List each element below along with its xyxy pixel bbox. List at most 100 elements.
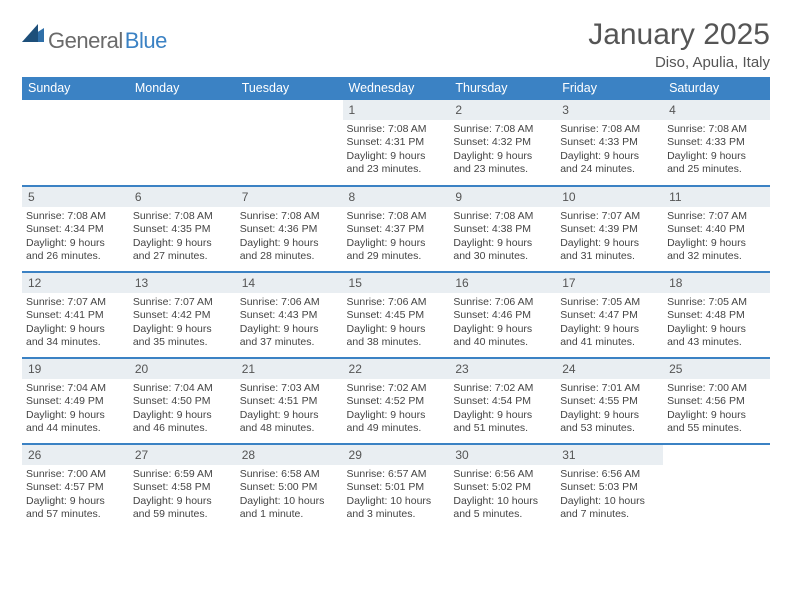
- day-number: 13: [129, 273, 236, 293]
- month-title: January 2025: [588, 18, 770, 52]
- col-sun: Sunday: [22, 77, 129, 100]
- day-number: 17: [556, 273, 663, 293]
- day-number: 3: [556, 100, 663, 120]
- col-sat: Saturday: [663, 77, 770, 100]
- day-number: 1: [343, 100, 450, 120]
- day-cell: 14Sunrise: 7:06 AMSunset: 4:43 PMDayligh…: [236, 272, 343, 358]
- day-number: 31: [556, 445, 663, 465]
- day-number: [663, 445, 770, 465]
- logo: General Blue: [22, 18, 167, 63]
- day-cell: 5Sunrise: 7:08 AMSunset: 4:34 PMDaylight…: [22, 186, 129, 272]
- day-cell: 25Sunrise: 7:00 AMSunset: 4:56 PMDayligh…: [663, 358, 770, 444]
- day-cell: [129, 100, 236, 186]
- day-number: 29: [343, 445, 450, 465]
- day-text: Sunrise: 7:07 AMSunset: 4:39 PMDaylight:…: [556, 207, 663, 266]
- day-cell: 22Sunrise: 7:02 AMSunset: 4:52 PMDayligh…: [343, 358, 450, 444]
- day-text: Sunrise: 7:06 AMSunset: 4:43 PMDaylight:…: [236, 293, 343, 352]
- title-block: January 2025 Diso, Apulia, Italy: [588, 18, 770, 71]
- day-text: Sunrise: 7:04 AMSunset: 4:50 PMDaylight:…: [129, 379, 236, 438]
- day-number: 5: [22, 187, 129, 207]
- week-row: 26Sunrise: 7:00 AMSunset: 4:57 PMDayligh…: [22, 444, 770, 530]
- day-cell: 12Sunrise: 7:07 AMSunset: 4:41 PMDayligh…: [22, 272, 129, 358]
- day-number: [129, 100, 236, 120]
- day-text: Sunrise: 6:59 AMSunset: 4:58 PMDaylight:…: [129, 465, 236, 524]
- day-cell: 30Sunrise: 6:56 AMSunset: 5:02 PMDayligh…: [449, 444, 556, 530]
- day-cell: 17Sunrise: 7:05 AMSunset: 4:47 PMDayligh…: [556, 272, 663, 358]
- day-cell: 2Sunrise: 7:08 AMSunset: 4:32 PMDaylight…: [449, 100, 556, 186]
- day-cell: 24Sunrise: 7:01 AMSunset: 4:55 PMDayligh…: [556, 358, 663, 444]
- day-text: Sunrise: 7:06 AMSunset: 4:45 PMDaylight:…: [343, 293, 450, 352]
- day-cell: 23Sunrise: 7:02 AMSunset: 4:54 PMDayligh…: [449, 358, 556, 444]
- day-text: Sunrise: 7:05 AMSunset: 4:47 PMDaylight:…: [556, 293, 663, 352]
- day-text: Sunrise: 7:03 AMSunset: 4:51 PMDaylight:…: [236, 379, 343, 438]
- week-row: 5Sunrise: 7:08 AMSunset: 4:34 PMDaylight…: [22, 186, 770, 272]
- day-text: Sunrise: 7:07 AMSunset: 4:40 PMDaylight:…: [663, 207, 770, 266]
- day-cell: 21Sunrise: 7:03 AMSunset: 4:51 PMDayligh…: [236, 358, 343, 444]
- day-text: Sunrise: 7:04 AMSunset: 4:49 PMDaylight:…: [22, 379, 129, 438]
- day-number: 22: [343, 359, 450, 379]
- day-number: 28: [236, 445, 343, 465]
- day-number: 18: [663, 273, 770, 293]
- col-thu: Thursday: [449, 77, 556, 100]
- day-number: 9: [449, 187, 556, 207]
- day-cell: 15Sunrise: 7:06 AMSunset: 4:45 PMDayligh…: [343, 272, 450, 358]
- day-cell: 27Sunrise: 6:59 AMSunset: 4:58 PMDayligh…: [129, 444, 236, 530]
- day-text: Sunrise: 7:08 AMSunset: 4:35 PMDaylight:…: [129, 207, 236, 266]
- day-number: 16: [449, 273, 556, 293]
- day-text: Sunrise: 7:08 AMSunset: 4:31 PMDaylight:…: [343, 120, 450, 179]
- day-cell: [22, 100, 129, 186]
- day-number: 4: [663, 100, 770, 120]
- day-text: Sunrise: 7:07 AMSunset: 4:42 PMDaylight:…: [129, 293, 236, 352]
- day-text: Sunrise: 7:05 AMSunset: 4:48 PMDaylight:…: [663, 293, 770, 352]
- week-row: 19Sunrise: 7:04 AMSunset: 4:49 PMDayligh…: [22, 358, 770, 444]
- day-number: 25: [663, 359, 770, 379]
- day-number: 15: [343, 273, 450, 293]
- day-cell: 13Sunrise: 7:07 AMSunset: 4:42 PMDayligh…: [129, 272, 236, 358]
- day-number: 12: [22, 273, 129, 293]
- day-cell: 8Sunrise: 7:08 AMSunset: 4:37 PMDaylight…: [343, 186, 450, 272]
- day-cell: 10Sunrise: 7:07 AMSunset: 4:39 PMDayligh…: [556, 186, 663, 272]
- day-number: 30: [449, 445, 556, 465]
- col-wed: Wednesday: [343, 77, 450, 100]
- day-cell: 3Sunrise: 7:08 AMSunset: 4:33 PMDaylight…: [556, 100, 663, 186]
- day-text: Sunrise: 7:08 AMSunset: 4:32 PMDaylight:…: [449, 120, 556, 179]
- col-fri: Friday: [556, 77, 663, 100]
- day-cell: [663, 444, 770, 530]
- day-text: Sunrise: 7:08 AMSunset: 4:36 PMDaylight:…: [236, 207, 343, 266]
- day-text: Sunrise: 6:57 AMSunset: 5:01 PMDaylight:…: [343, 465, 450, 524]
- day-number: 10: [556, 187, 663, 207]
- day-text: Sunrise: 7:08 AMSunset: 4:33 PMDaylight:…: [556, 120, 663, 179]
- logo-icon: [20, 18, 46, 53]
- logo-text-1: General: [48, 28, 123, 54]
- day-cell: 18Sunrise: 7:05 AMSunset: 4:48 PMDayligh…: [663, 272, 770, 358]
- day-cell: 9Sunrise: 7:08 AMSunset: 4:38 PMDaylight…: [449, 186, 556, 272]
- header: General Blue January 2025 Diso, Apulia, …: [22, 18, 770, 71]
- day-cell: 7Sunrise: 7:08 AMSunset: 4:36 PMDaylight…: [236, 186, 343, 272]
- day-text: Sunrise: 7:07 AMSunset: 4:41 PMDaylight:…: [22, 293, 129, 352]
- day-cell: 19Sunrise: 7:04 AMSunset: 4:49 PMDayligh…: [22, 358, 129, 444]
- day-text: Sunrise: 7:06 AMSunset: 4:46 PMDaylight:…: [449, 293, 556, 352]
- day-text: Sunrise: 7:08 AMSunset: 4:37 PMDaylight:…: [343, 207, 450, 266]
- day-cell: 29Sunrise: 6:57 AMSunset: 5:01 PMDayligh…: [343, 444, 450, 530]
- day-text: Sunrise: 7:00 AMSunset: 4:56 PMDaylight:…: [663, 379, 770, 438]
- day-number: 27: [129, 445, 236, 465]
- day-number: 6: [129, 187, 236, 207]
- calendar-table: Sunday Monday Tuesday Wednesday Thursday…: [22, 77, 770, 530]
- col-tue: Tuesday: [236, 77, 343, 100]
- day-text: Sunrise: 6:56 AMSunset: 5:03 PMDaylight:…: [556, 465, 663, 524]
- day-number: 21: [236, 359, 343, 379]
- day-number: [22, 100, 129, 120]
- day-cell: 6Sunrise: 7:08 AMSunset: 4:35 PMDaylight…: [129, 186, 236, 272]
- week-row: 12Sunrise: 7:07 AMSunset: 4:41 PMDayligh…: [22, 272, 770, 358]
- day-number: 11: [663, 187, 770, 207]
- day-cell: 26Sunrise: 7:00 AMSunset: 4:57 PMDayligh…: [22, 444, 129, 530]
- day-text: Sunrise: 7:08 AMSunset: 4:38 PMDaylight:…: [449, 207, 556, 266]
- day-number: 14: [236, 273, 343, 293]
- day-number: 7: [236, 187, 343, 207]
- day-cell: 16Sunrise: 7:06 AMSunset: 4:46 PMDayligh…: [449, 272, 556, 358]
- col-mon: Monday: [129, 77, 236, 100]
- day-number: 26: [22, 445, 129, 465]
- week-row: 1Sunrise: 7:08 AMSunset: 4:31 PMDaylight…: [22, 100, 770, 186]
- day-cell: 11Sunrise: 7:07 AMSunset: 4:40 PMDayligh…: [663, 186, 770, 272]
- day-number: [236, 100, 343, 120]
